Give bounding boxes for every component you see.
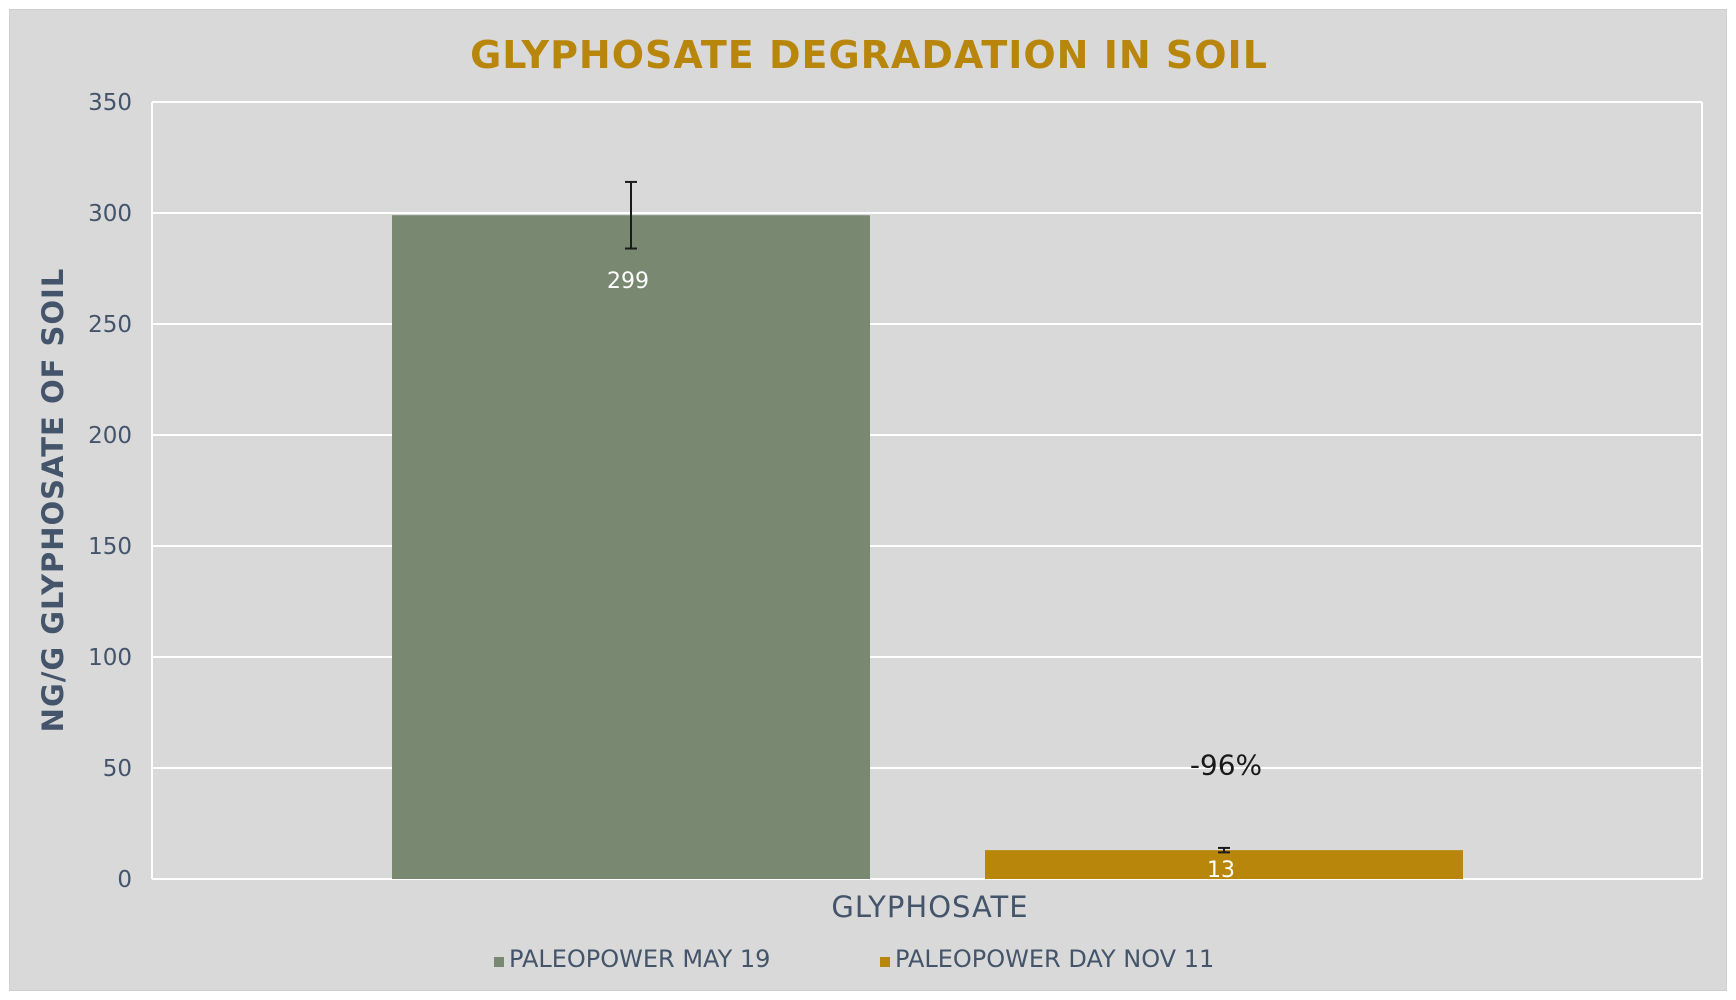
y-axis-label: NG/G GLYPHOSATE OF SOIL bbox=[36, 268, 70, 733]
chart-panel: GLYPHOSATE DEGRADATION IN SOIL 0 50 100 150… bbox=[9, 9, 1727, 991]
data-label: 13 bbox=[1207, 858, 1235, 883]
data-labels: 299 13 -96% bbox=[607, 269, 1262, 883]
legend-label: PALEOPOWER DAY NOV 11 bbox=[895, 945, 1214, 973]
y-tick-label: 100 bbox=[88, 645, 132, 671]
bar-chart: GLYPHOSATE DEGRADATION IN SOIL 0 50 100 150… bbox=[36, 33, 1703, 973]
y-tick-label: 150 bbox=[88, 534, 132, 560]
y-tick-label: 350 bbox=[88, 90, 132, 116]
y-tick-label: 200 bbox=[88, 423, 132, 449]
bar-paleopower-day-nov-11 bbox=[985, 850, 1463, 879]
y-tick-label: 0 bbox=[117, 867, 132, 893]
data-label: 299 bbox=[607, 269, 649, 294]
legend: PALEOPOWER MAY 19 PALEOPOWER DAY NOV 11 bbox=[494, 945, 1214, 973]
x-axis-label: GLYPHOSATE bbox=[831, 890, 1028, 924]
y-tick-label: 50 bbox=[103, 756, 132, 782]
y-tick-label: 250 bbox=[88, 312, 132, 338]
legend-label: PALEOPOWER MAY 19 bbox=[509, 945, 770, 973]
bars bbox=[392, 180, 1463, 880]
chart-title: GLYPHOSATE DEGRADATION IN SOIL bbox=[470, 33, 1268, 77]
y-axis-tick-labels: 0 50 100 150 200 250 300 350 bbox=[88, 90, 132, 893]
legend-swatch bbox=[880, 957, 890, 967]
gridlines bbox=[151, 101, 1703, 880]
bar-paleopower-may-19 bbox=[392, 215, 870, 880]
y-tick-label: 300 bbox=[88, 201, 132, 227]
percent-change-annotation: -96% bbox=[1190, 749, 1262, 782]
legend-swatch bbox=[494, 957, 504, 967]
